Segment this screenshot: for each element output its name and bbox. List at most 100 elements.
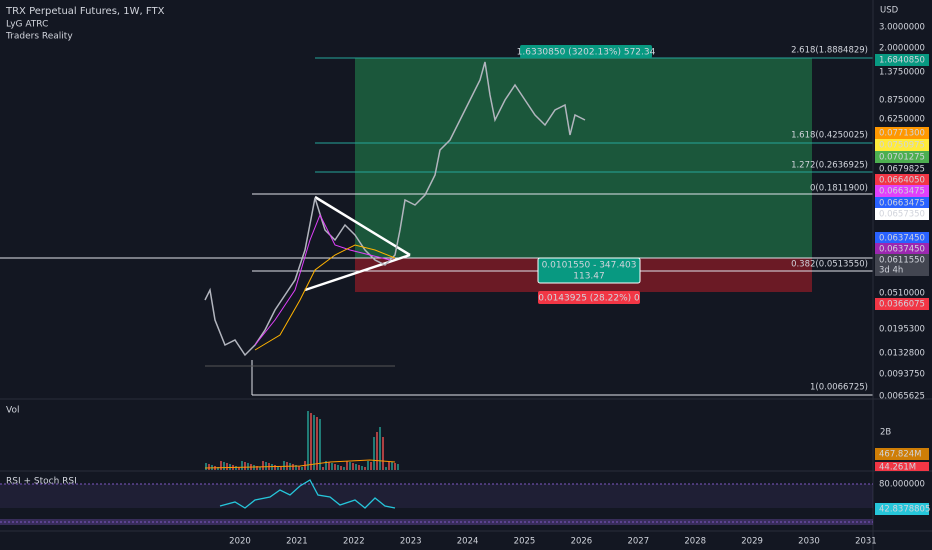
- volume-bar: [313, 415, 315, 470]
- volume-bar: [331, 463, 333, 470]
- symbol-title: TRX Perpetual Futures, 1W, FTX: [5, 6, 165, 17]
- fib-label: 0(0.1811900): [810, 184, 868, 194]
- vol-label: 467.824M: [879, 450, 921, 460]
- volume-bars: [205, 411, 399, 470]
- time-label: 2024: [457, 537, 479, 547]
- volume-bar: [367, 461, 369, 470]
- volume-bar: [292, 464, 294, 470]
- volume-bar: [316, 417, 318, 470]
- pane-title: RSI + Stoch RSI: [6, 477, 77, 487]
- price-label: 0.0664050: [879, 176, 925, 186]
- fib-label: 1.272(0.2636925): [791, 161, 868, 171]
- time-label: 2027: [627, 537, 649, 547]
- price-label: 0.6250000: [879, 115, 925, 125]
- volume-bar: [301, 467, 303, 470]
- volume-bar: [379, 427, 381, 470]
- time-label: 2028: [684, 537, 706, 547]
- volume-bar: [226, 463, 228, 470]
- price-label-box: [875, 232, 929, 244]
- price-label: 0.0679825: [879, 165, 925, 175]
- level-lines: [0, 193, 873, 396]
- volume-bar: [277, 466, 279, 470]
- stop-label: 0.0143925 (28.22%) 0: [538, 294, 640, 304]
- target-box: [520, 45, 652, 58]
- volume-bar: [223, 462, 225, 470]
- volume-bar: [382, 437, 384, 470]
- vol-label: 2B: [880, 428, 891, 438]
- time-label: 2030: [798, 537, 820, 547]
- rsi-label-box: [875, 503, 929, 515]
- volume-bar: [259, 467, 261, 470]
- time-label: 2020: [229, 537, 251, 547]
- price-label-box: [875, 151, 929, 163]
- volume-bar: [394, 463, 396, 470]
- price-label: 0.0195300: [879, 325, 925, 335]
- volume-bar: [283, 461, 285, 470]
- volume-bar: [280, 467, 282, 470]
- price-label-box: [875, 163, 929, 175]
- triangle: [304, 195, 411, 292]
- volume-bar: [358, 465, 360, 470]
- indicator-name: LyG ATRC: [6, 20, 48, 30]
- volume-bar: [253, 465, 255, 470]
- volume-bar: [247, 463, 249, 470]
- volume-bar: [235, 466, 237, 470]
- price-label-box: [875, 197, 929, 209]
- price-label-box: [875, 54, 929, 66]
- volume-bar: [373, 437, 375, 470]
- volume-ma: [204, 459, 396, 469]
- ma-line: [254, 244, 396, 351]
- volume-bar: [361, 466, 363, 470]
- price-label: 0.8750000: [879, 96, 925, 106]
- fib-label: 2.618(1.8884829): [791, 46, 868, 56]
- price-label-box: [875, 298, 929, 310]
- volume-bar: [241, 461, 243, 470]
- price-label-box: [875, 174, 929, 186]
- price-label-box: [875, 127, 929, 139]
- volume-bar: [349, 462, 351, 470]
- volume-bar: [328, 462, 330, 470]
- volume-bar: [298, 466, 300, 470]
- rsi-line: [219, 479, 396, 509]
- rsi-bottom-band: [0, 519, 873, 525]
- volume-bar: [244, 462, 246, 470]
- target-label: 1.6330850 (3202.13%) 572.34: [517, 48, 656, 58]
- volume-bar: [397, 464, 399, 470]
- price-label: 0.0611550: [879, 256, 925, 266]
- price-label: 1.6840850: [879, 56, 925, 66]
- fib-label: 0.382(0.0513550): [791, 260, 868, 270]
- volume-bar: [343, 467, 345, 470]
- volume-bar: [208, 464, 210, 470]
- volume-bar: [340, 466, 342, 470]
- price-label-box: [875, 254, 929, 266]
- time-label: 2031: [855, 537, 877, 547]
- volume-bar: [334, 464, 336, 470]
- entry-box: [537, 257, 641, 284]
- price-label-box: [875, 139, 929, 151]
- volume-bar: [388, 461, 390, 470]
- time-label: 2021: [286, 537, 308, 547]
- price-label: 0.0750975: [879, 141, 925, 151]
- price-label: 0.0663475: [879, 199, 925, 209]
- rsi-label: 80.000000: [879, 480, 925, 490]
- volume-bar: [385, 467, 387, 470]
- time-label: 2023: [400, 537, 422, 547]
- price-label: 0.0771300: [879, 129, 925, 139]
- price-label-box: [875, 264, 929, 276]
- volume-bar: [376, 432, 378, 470]
- volume-bar: [352, 463, 354, 470]
- time-label: 2022: [343, 537, 365, 547]
- volume-bar: [274, 465, 276, 470]
- price-label: 0.0132800: [879, 349, 925, 359]
- volume-bar: [262, 461, 264, 470]
- price-label: 3.0000000: [879, 23, 925, 33]
- price-label: 0.0093750: [879, 370, 925, 380]
- fib-label: 1(0.0066725): [810, 383, 868, 393]
- volume-bar: [220, 461, 222, 470]
- volume-bar: [322, 467, 324, 470]
- price-label: 0.0637450: [879, 234, 925, 244]
- rsi-band: [0, 484, 873, 508]
- volume-bar: [364, 467, 366, 470]
